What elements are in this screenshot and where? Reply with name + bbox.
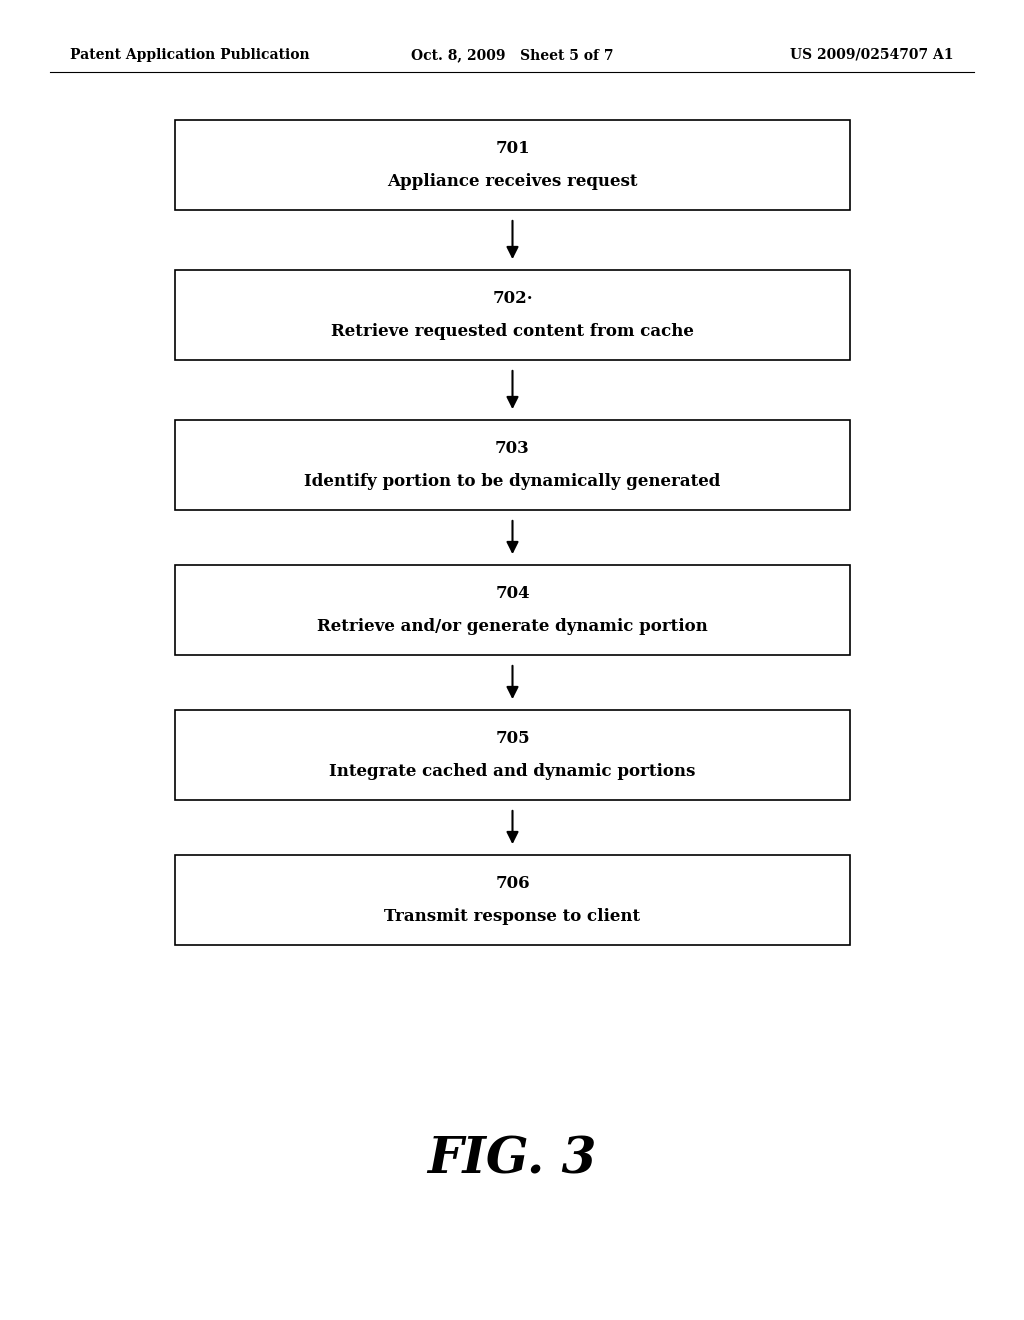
Text: 704: 704 (496, 585, 529, 602)
Text: Oct. 8, 2009   Sheet 5 of 7: Oct. 8, 2009 Sheet 5 of 7 (411, 48, 613, 62)
Bar (175, 855, 850, 945)
Text: FIG. 3: FIG. 3 (427, 1135, 597, 1184)
Text: Retrieve requested content from cache: Retrieve requested content from cache (331, 322, 694, 339)
Text: Appliance receives request: Appliance receives request (387, 173, 638, 190)
Bar (175, 420, 850, 510)
Text: Transmit response to client: Transmit response to client (384, 908, 641, 925)
Text: 701: 701 (496, 140, 529, 157)
Text: 702·: 702· (493, 290, 532, 308)
Text: Retrieve and/or generate dynamic portion: Retrieve and/or generate dynamic portion (317, 618, 708, 635)
Text: Integrate cached and dynamic portions: Integrate cached and dynamic portions (330, 763, 695, 780)
Bar (175, 565, 850, 655)
Bar (175, 271, 850, 360)
Text: US 2009/0254707 A1: US 2009/0254707 A1 (791, 48, 954, 62)
Text: Patent Application Publication: Patent Application Publication (70, 48, 309, 62)
Text: 703: 703 (496, 441, 529, 457)
Text: Identify portion to be dynamically generated: Identify portion to be dynamically gener… (304, 473, 721, 490)
Bar (175, 120, 850, 210)
Text: 705: 705 (496, 730, 529, 747)
Text: 706: 706 (496, 875, 529, 892)
Bar (175, 710, 850, 800)
